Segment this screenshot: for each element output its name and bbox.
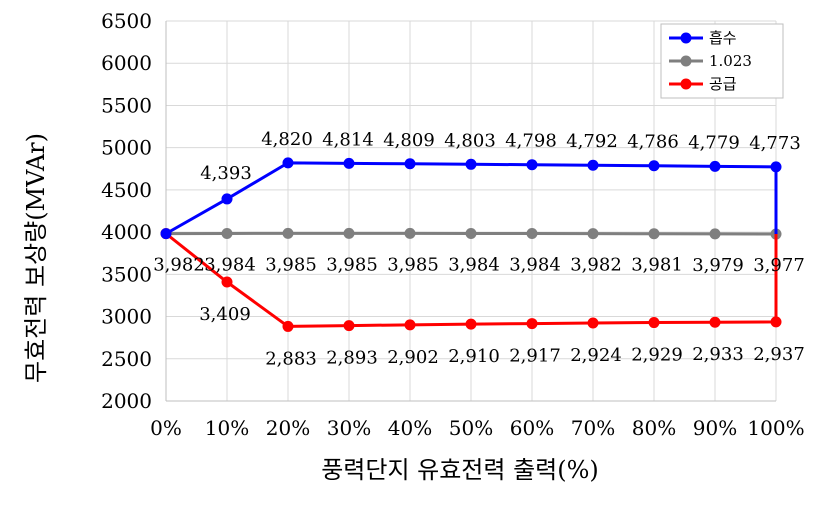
data-label: 2,883 bbox=[265, 348, 317, 369]
data-point bbox=[526, 159, 538, 171]
data-point bbox=[404, 158, 416, 170]
data-label: 2,929 bbox=[631, 345, 683, 366]
data-label: 3,982 bbox=[153, 255, 205, 276]
data-point bbox=[648, 160, 660, 172]
data-label: 4,820 bbox=[261, 129, 313, 150]
x-tick-label: 0% bbox=[150, 416, 182, 440]
data-label: 3,409 bbox=[199, 304, 251, 325]
series-line-0 bbox=[165, 161, 778, 235]
data-label: 2,902 bbox=[387, 347, 439, 368]
y-tick-label: 2500 bbox=[101, 347, 152, 371]
x-tick-label: 40% bbox=[388, 416, 432, 440]
data-point bbox=[709, 228, 721, 240]
data-point bbox=[465, 227, 477, 239]
data-point bbox=[160, 228, 172, 240]
data-point bbox=[221, 276, 233, 288]
series-line-2 bbox=[165, 232, 778, 328]
data-label: 2,893 bbox=[326, 348, 378, 369]
x-tick-label: 20% bbox=[266, 416, 310, 440]
x-tick-label: 60% bbox=[510, 416, 554, 440]
data-label: 3,985 bbox=[265, 254, 317, 275]
data-point bbox=[526, 227, 538, 239]
x-axis-ticks: 0% 10% 20% 30% 40% 50% 60% 70% 80% 90% 100% bbox=[150, 416, 804, 440]
gridlines bbox=[165, 20, 777, 402]
data-labels: 4,393 4,820 4,814 4,809 4,803 4,798 4,792 4,786… bbox=[153, 129, 805, 370]
data-point bbox=[648, 317, 660, 329]
data-label: 4,809 bbox=[383, 130, 435, 151]
data-point bbox=[282, 157, 294, 169]
data-point bbox=[343, 157, 355, 169]
data-label: 4,798 bbox=[505, 131, 557, 152]
x-tick-label: 70% bbox=[571, 416, 615, 440]
data-label: 3,984 bbox=[204, 254, 256, 275]
x-tick-label: 100% bbox=[747, 416, 804, 440]
data-point bbox=[404, 319, 416, 331]
data-label: 2,910 bbox=[448, 346, 500, 367]
data-label: 3,984 bbox=[509, 254, 561, 275]
x-tick-label: 80% bbox=[632, 416, 676, 440]
data-point bbox=[343, 320, 355, 332]
data-label: 4,393 bbox=[200, 163, 252, 184]
data-point bbox=[648, 228, 660, 240]
data-label: 4,803 bbox=[444, 130, 496, 151]
legend-label: 1.023 bbox=[709, 52, 752, 70]
data-point bbox=[404, 227, 416, 239]
data-point bbox=[282, 320, 294, 332]
x-tick-label: 90% bbox=[693, 416, 737, 440]
legend-label: 흡수 bbox=[709, 29, 737, 47]
y-tick-label: 4500 bbox=[101, 178, 152, 202]
data-label: 3,982 bbox=[570, 255, 622, 276]
y-tick-label: 2000 bbox=[101, 389, 152, 413]
data-point bbox=[709, 160, 721, 172]
x-tick-label: 30% bbox=[327, 416, 371, 440]
data-label: 2,937 bbox=[753, 344, 805, 365]
y-axis-title: 무효전력 보상량(MVAr) bbox=[22, 133, 50, 383]
y-tick-label: 5500 bbox=[101, 93, 152, 117]
data-label: 3,984 bbox=[448, 254, 500, 275]
x-axis-title: 풍력단지 유효전력 출력(%) bbox=[321, 456, 599, 484]
data-point bbox=[709, 316, 721, 328]
data-point bbox=[770, 161, 782, 173]
data-label: 2,924 bbox=[570, 345, 622, 366]
data-label: 2,933 bbox=[692, 344, 744, 365]
data-point bbox=[282, 227, 294, 239]
data-label: 4,773 bbox=[749, 133, 801, 154]
data-label: 3,979 bbox=[692, 255, 744, 276]
data-label: 3,981 bbox=[631, 255, 683, 276]
data-label: 4,792 bbox=[566, 131, 618, 152]
data-label: 3,977 bbox=[753, 255, 805, 276]
x-tick-label: 50% bbox=[449, 416, 493, 440]
y-tick-label: 5000 bbox=[101, 136, 152, 160]
legend-swatch-marker bbox=[680, 32, 692, 44]
legend-label: 공급 bbox=[709, 75, 737, 93]
y-tick-label: 4000 bbox=[101, 220, 152, 244]
y-tick-label: 3500 bbox=[101, 262, 152, 286]
data-label: 3,985 bbox=[326, 254, 378, 275]
y-axis-ticks: 2000 2500 3000 3500 4000 4500 5000 5500 6000 6500 bbox=[101, 9, 152, 413]
data-point bbox=[587, 317, 599, 329]
data-point bbox=[587, 159, 599, 171]
data-point bbox=[770, 316, 782, 328]
y-tick-label: 6500 bbox=[101, 9, 152, 33]
data-label: 4,786 bbox=[627, 132, 679, 153]
legend-swatch-marker bbox=[680, 55, 692, 67]
data-label: 3,985 bbox=[387, 254, 439, 275]
data-label: 4,814 bbox=[322, 129, 374, 150]
series-lines bbox=[160, 157, 782, 332]
y-tick-label: 3000 bbox=[101, 305, 152, 329]
legend: 흡수 1.023 공급 bbox=[660, 23, 784, 99]
data-point bbox=[465, 158, 477, 170]
x-tick-label: 10% bbox=[205, 416, 249, 440]
data-point bbox=[221, 193, 233, 205]
data-label: 2,917 bbox=[509, 346, 561, 367]
data-point bbox=[526, 318, 538, 330]
y-tick-label: 6000 bbox=[101, 51, 152, 75]
data-point bbox=[465, 318, 477, 330]
data-point bbox=[221, 227, 233, 239]
data-point bbox=[343, 227, 355, 239]
legend-swatch-marker bbox=[680, 78, 692, 90]
data-point bbox=[587, 228, 599, 240]
data-label: 4,779 bbox=[688, 132, 740, 153]
